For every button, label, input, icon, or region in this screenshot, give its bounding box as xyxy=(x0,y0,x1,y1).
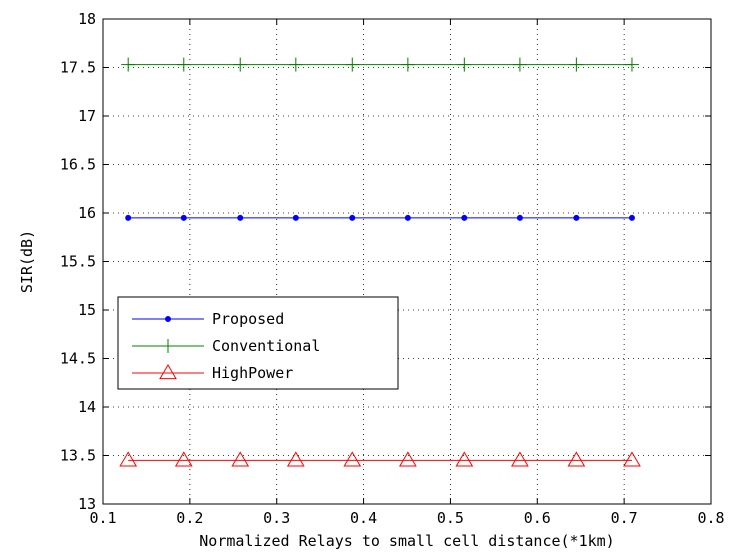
data-point xyxy=(569,57,584,72)
data-point xyxy=(512,57,527,72)
data-point xyxy=(119,451,138,467)
data-point xyxy=(174,451,193,467)
data-point xyxy=(398,451,417,467)
y-tick-label: 13.5 xyxy=(60,447,96,465)
x-tick-label: 0.7 xyxy=(611,509,638,527)
y-tick-label: 13 xyxy=(78,495,96,513)
x-tick-label: 0.6 xyxy=(524,509,551,527)
y-tick-label: 18 xyxy=(78,10,96,28)
series-proposed xyxy=(125,214,635,221)
y-tick-label: 15.5 xyxy=(60,253,96,271)
data-point xyxy=(404,214,411,221)
x-tick-label: 0.3 xyxy=(263,509,290,527)
y-tick-label: 17.5 xyxy=(60,59,96,77)
data-point xyxy=(457,57,472,72)
data-point xyxy=(343,451,362,467)
x-axis-label: Normalized Relays to small cell distance… xyxy=(199,532,614,550)
legend: Proposed Conventional HighPower xyxy=(117,296,399,390)
legend-item: Conventional xyxy=(132,337,320,355)
y-tick-label: 14 xyxy=(78,398,96,416)
data-point xyxy=(121,57,136,72)
y-tick-label: 15 xyxy=(78,301,96,319)
legend-label: Proposed xyxy=(212,310,284,328)
legend-item: HighPower xyxy=(132,364,293,382)
x-tick-label: 0.8 xyxy=(697,509,724,527)
data-point xyxy=(623,451,641,467)
series-conventional xyxy=(121,57,639,72)
legend-label: Conventional xyxy=(212,337,320,355)
y-axis-label: SIR(dB) xyxy=(18,230,36,293)
data-point xyxy=(511,451,529,467)
series-layer xyxy=(119,57,641,467)
x-tick-label: 0.2 xyxy=(176,509,203,527)
data-point xyxy=(288,57,303,72)
data-point xyxy=(573,214,580,221)
data-point xyxy=(237,214,244,221)
data-point xyxy=(286,451,305,467)
legend-swatch-marker xyxy=(161,339,175,353)
y-tick-label: 16 xyxy=(78,204,96,222)
data-point xyxy=(349,214,356,221)
legend-item: Proposed xyxy=(132,310,284,328)
data-point xyxy=(516,214,523,221)
data-point xyxy=(455,451,474,467)
data-point xyxy=(400,57,415,72)
legend-swatch-marker xyxy=(159,364,177,380)
legend-box xyxy=(117,296,399,390)
grid xyxy=(103,19,711,504)
y-tick-label: 16.5 xyxy=(60,156,96,174)
data-point xyxy=(461,214,468,221)
data-point xyxy=(624,57,639,72)
legend-label: HighPower xyxy=(212,364,293,382)
x-tick-label: 0.4 xyxy=(350,509,377,527)
legend-swatch-marker xyxy=(165,316,171,322)
series-highpower xyxy=(119,451,641,467)
x-tick-label: 0.1 xyxy=(89,509,116,527)
data-point xyxy=(180,214,187,221)
data-point xyxy=(567,451,586,467)
data-point xyxy=(292,214,299,221)
data-point xyxy=(233,57,248,72)
data-point xyxy=(628,214,635,221)
data-point xyxy=(125,214,132,221)
data-point xyxy=(176,57,191,72)
x-tick-label: 0.5 xyxy=(437,509,464,527)
data-point xyxy=(345,57,360,72)
data-point xyxy=(231,451,250,467)
axis-ticks: 0.1 0.2 0.3 0.4 0.5 0.6 0.7 0.8 13 13.5 14 14.5 15 15… xyxy=(60,10,725,527)
y-tick-label: 14.5 xyxy=(60,350,96,368)
y-tick-label: 17 xyxy=(78,107,96,125)
